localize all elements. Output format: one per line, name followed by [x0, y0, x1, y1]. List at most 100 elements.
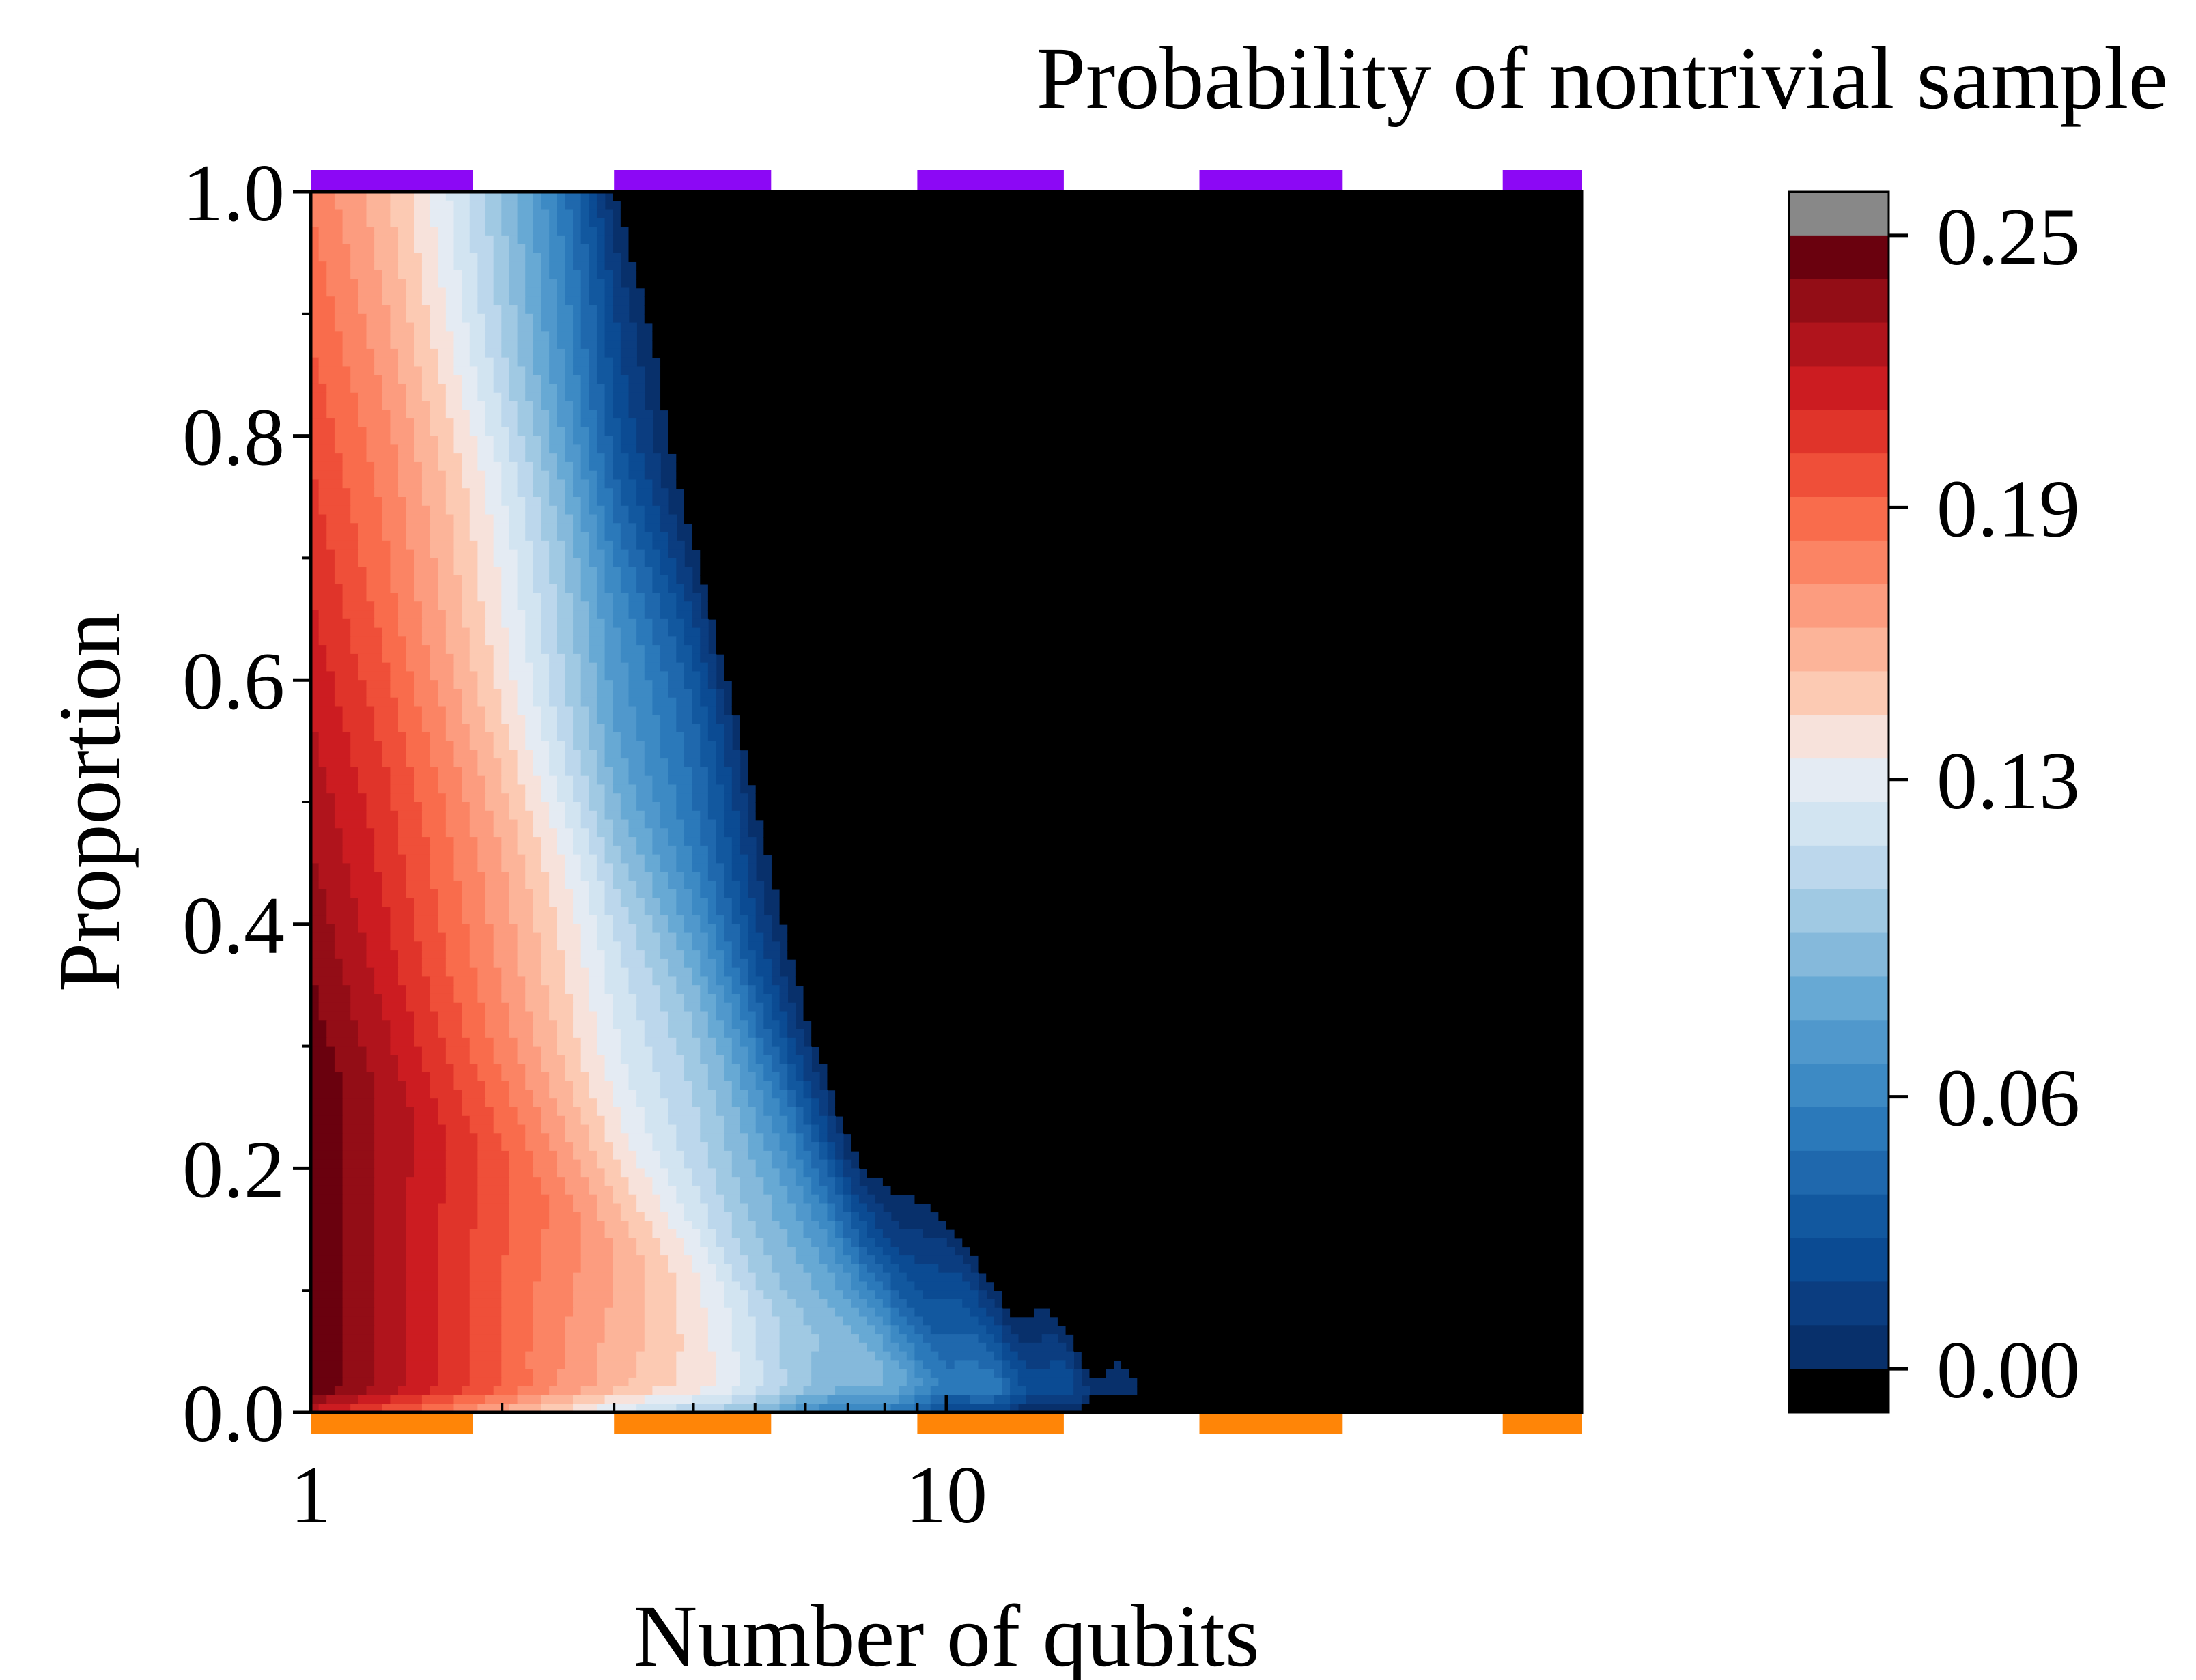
contour-cell: [311, 645, 328, 655]
contour-cell: [334, 200, 367, 210]
contour-cell: [318, 488, 351, 498]
contour-cell: [604, 575, 621, 585]
contour-cell: [914, 1281, 971, 1291]
contour-cell: [374, 227, 399, 236]
contour-cell: [843, 1316, 868, 1326]
contour-cell: [580, 854, 597, 864]
contour-cell: [707, 1203, 724, 1213]
contour-cell: [779, 1325, 812, 1335]
contour-cell: [430, 750, 455, 759]
contour-cell: [525, 279, 542, 289]
contour-cell: [342, 209, 367, 219]
contour-cell: [954, 1360, 979, 1369]
contour-cell: [326, 1020, 359, 1029]
colorbar-swatch: [1789, 540, 1889, 585]
contour-cell: [485, 775, 503, 786]
contour-cell: [827, 1133, 844, 1143]
contour-cell: [549, 985, 566, 995]
contour-cell: [469, 427, 486, 437]
contour-cell: [311, 1203, 343, 1213]
contour-cell: [620, 366, 645, 375]
contour-cell: [755, 1081, 772, 1091]
contour-cell: [613, 863, 630, 872]
contour-cell: [477, 967, 503, 978]
contour-cell: [573, 715, 590, 724]
contour-cell: [311, 584, 343, 594]
contour-cell: [573, 1020, 597, 1029]
contour-cell: [580, 1221, 606, 1230]
contour-cell: [628, 688, 653, 698]
contour-cell: [477, 279, 494, 289]
contour-cell: [668, 1212, 685, 1221]
contour-cell: [652, 775, 669, 786]
contour-cell: [604, 950, 621, 960]
contour-cell: [604, 636, 621, 646]
contour-cell: [509, 1081, 526, 1091]
contour-cell: [501, 688, 518, 698]
contour-cell: [716, 1107, 741, 1117]
contour-cell: [755, 1325, 780, 1335]
contour-cell: [493, 941, 518, 951]
contour-cell: [485, 1002, 510, 1012]
contour-cell: [453, 985, 479, 995]
contour-cell: [1026, 1386, 1074, 1396]
contour-cell: [374, 985, 407, 995]
contour-cell: [311, 497, 320, 507]
contour-cell: [771, 854, 1582, 864]
contour-cell: [509, 802, 526, 812]
contour-cell: [644, 1395, 693, 1405]
contour-cell: [620, 340, 637, 350]
contour-cell: [406, 287, 423, 298]
contour-cell: [700, 680, 709, 689]
contour-cell: [779, 1002, 796, 1012]
contour-cell: [604, 479, 621, 489]
contour-cell: [549, 410, 558, 419]
contour-cell: [430, 1081, 455, 1091]
contour-cell: [438, 1377, 470, 1387]
contour-cell: [342, 610, 375, 620]
contour-cell: [613, 837, 637, 846]
contour-cell: [716, 1360, 741, 1369]
contour-cell: [533, 461, 542, 472]
contour-cell: [707, 1255, 724, 1265]
contour-cell: [533, 470, 550, 481]
contour-cell: [755, 950, 765, 960]
contour-cell: [453, 340, 470, 350]
contour-cell: [326, 775, 359, 786]
contour-cell: [740, 1281, 757, 1291]
contour-cell: [462, 279, 479, 289]
contour-cell: [374, 618, 399, 629]
contour-cell: [311, 915, 328, 925]
contour-cell: [596, 1107, 621, 1117]
contour-cell: [740, 1002, 748, 1012]
contour-cell: [819, 1221, 836, 1230]
contour-cell: [557, 828, 574, 838]
contour-cell: [311, 758, 320, 768]
contour-cell: [557, 410, 574, 419]
contour-cell: [803, 1064, 812, 1073]
contour-cell: [668, 575, 677, 585]
contour-cell: [771, 1037, 789, 1047]
contour-cell: [398, 488, 423, 498]
contour-cell: [509, 505, 526, 515]
contour-cell: [835, 1281, 852, 1291]
contour-cell: [382, 497, 407, 507]
contour-cell: [342, 1342, 375, 1352]
contour-cell: [517, 775, 542, 786]
contour-cell: [390, 1046, 423, 1056]
contour-cell: [565, 497, 582, 507]
contour-cell: [573, 218, 582, 227]
contour-cell: [604, 453, 614, 463]
contour-cell: [652, 1221, 669, 1230]
contour-cell: [628, 253, 1582, 262]
contour-cell: [771, 1002, 780, 1012]
contour-cell: [311, 819, 335, 829]
contour-cell: [501, 1281, 534, 1291]
contour-cell: [549, 340, 558, 350]
contour-cell: [374, 1334, 407, 1343]
contour-cell: [700, 1272, 717, 1283]
contour-cell: [509, 1168, 534, 1178]
contour-cell: [501, 497, 526, 507]
contour-cell: [716, 1168, 733, 1178]
contour-cell: [970, 1395, 995, 1405]
